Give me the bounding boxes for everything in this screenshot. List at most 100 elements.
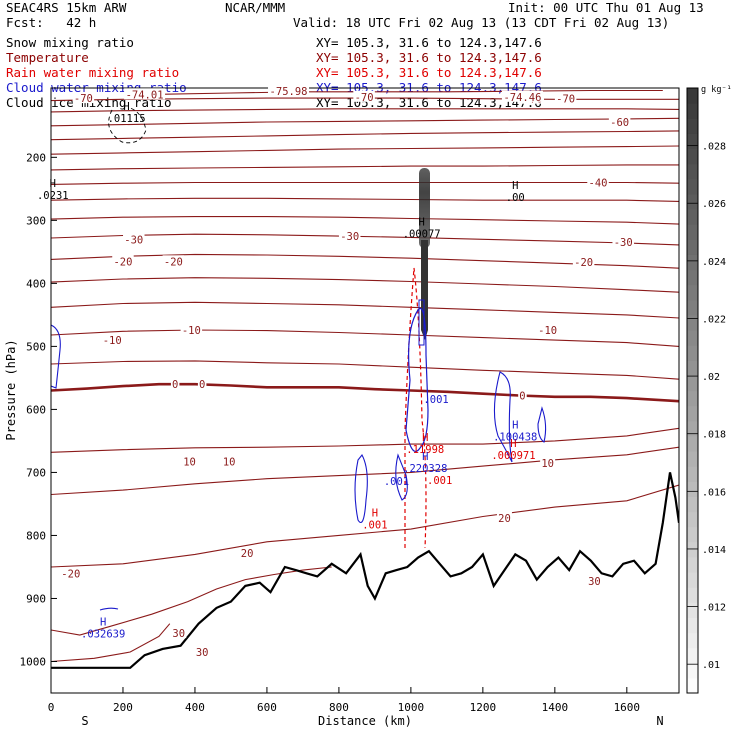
colorbar-band — [687, 193, 698, 210]
colorbar-band — [687, 572, 698, 588]
isotherm-label: -70 — [74, 93, 93, 105]
colorbar-tick-label: .024 — [702, 257, 726, 268]
x-tick-label: 600 — [257, 701, 277, 714]
isotherm-label: -74.01 — [126, 89, 164, 101]
extremum-marker: H — [512, 180, 518, 192]
isotherm-line — [51, 277, 679, 293]
colorbar-band — [687, 88, 698, 104]
x-tick-label: 1000 — [398, 701, 425, 714]
colorbar-band — [687, 496, 698, 513]
isotherm-label: -10 — [103, 335, 122, 347]
isotherm-label: -20 — [113, 256, 132, 268]
colorbar-tick-label: .026 — [702, 199, 726, 210]
colorbar-tick-label: .016 — [702, 487, 726, 498]
xy-label-snow: XY= 105.3, 31.6 to 124.3,147.6 — [316, 35, 542, 50]
isotherm-label-bg — [112, 255, 134, 267]
colorbar-band — [687, 511, 698, 528]
colorbar-band — [687, 632, 698, 649]
colorbar-band — [687, 662, 698, 679]
x-tick-label: 0 — [48, 701, 55, 714]
colorbar-band — [687, 360, 698, 376]
colorbar-band — [687, 254, 698, 271]
isotherm-label: 0 — [199, 379, 205, 391]
colorbar-band — [687, 451, 698, 467]
colorbar-band — [687, 345, 698, 361]
isotherm-label-bg — [197, 378, 207, 390]
model-title: SEAC4RS 15km ARW — [6, 0, 127, 15]
isotherm-line — [51, 623, 171, 663]
extremum-value: .001 — [362, 520, 387, 532]
colorbar-band — [687, 481, 698, 497]
isotherm-label-bg — [180, 324, 203, 335]
y-tick-label: 400 — [26, 277, 46, 290]
y-tick-label: 900 — [26, 592, 46, 605]
isotherm-label-bg — [268, 85, 310, 97]
isotherm-label-bg — [101, 334, 123, 346]
isotherm-line — [51, 446, 679, 496]
isotherm-label: -75.98 — [270, 86, 308, 98]
isotherm-label-bg — [501, 90, 543, 102]
isotherm-label-bg — [496, 511, 512, 523]
x-tick-label: 400 — [185, 701, 205, 714]
extremum-marker: H — [422, 432, 428, 444]
isotherm-label: -30 — [124, 234, 143, 246]
field-label-snow: Snow mixing ratio — [6, 35, 134, 50]
isotherm-label-bg — [586, 574, 602, 586]
colorbar-band — [687, 133, 698, 150]
colorbar-tick-label: .01 — [702, 660, 720, 671]
extremum-value: .00 — [506, 192, 525, 204]
isotherm-label: -30 — [340, 231, 359, 243]
extremum-value: .100438 — [493, 431, 537, 443]
isotherm-label-bg — [572, 255, 595, 267]
isotherm-label-bg — [72, 92, 95, 104]
x-axis-label: Distance (km) — [318, 714, 412, 728]
y-tick-label: 300 — [26, 214, 46, 227]
x-tick-label: 800 — [329, 701, 349, 714]
isotherm-label: 30 — [196, 647, 209, 659]
isotherm-line — [51, 130, 679, 141]
colorbar-tick-label: .014 — [702, 545, 726, 556]
xy-label-temperature: XY= 105.3, 31.6 to 124.3,147.6 — [316, 50, 542, 65]
field-label-temperature: Temperature — [6, 50, 89, 65]
colorbar-band — [687, 677, 698, 694]
x-tick-label: 1400 — [542, 701, 569, 714]
colorbar-unit: g kg⁻¹ — [701, 85, 732, 95]
isotherm-label-bg — [162, 255, 185, 267]
extremum-value: .220328 — [403, 463, 447, 475]
colorbar-band — [687, 118, 698, 134]
colorbar-band — [687, 375, 698, 392]
isotherm-line — [51, 301, 679, 319]
isotherm-label-bg — [60, 567, 82, 579]
y-tick-label: 1000 — [20, 655, 47, 668]
colorbar-band — [687, 284, 698, 301]
isotherm-label: 10 — [223, 457, 236, 469]
isotherm-label-bg — [554, 92, 577, 104]
init-time: Init: 00 UTC Thu 01 Aug 13 — [508, 0, 704, 15]
x-tick-label: 1600 — [614, 701, 641, 714]
isotherm-line — [51, 329, 679, 347]
axes-layer: 0 200 400 600 800 1000 1200 1400 160020030040050… — [20, 151, 641, 714]
y-tick-label: 800 — [26, 529, 46, 542]
colorbar-band — [687, 314, 698, 331]
isotherm-line — [51, 484, 679, 568]
extremum-marker: H — [50, 178, 56, 190]
isotherm-label: 20 — [498, 513, 511, 525]
colorbar-band — [687, 647, 698, 664]
y-tick-label: 200 — [26, 151, 46, 164]
extremum-value: .0231 — [37, 190, 69, 202]
colorbar-band — [687, 466, 698, 482]
isotherm-label: -10 — [182, 325, 201, 337]
x-end-label-north: N — [656, 714, 663, 728]
extremum-marker: H — [512, 419, 518, 431]
isotherm-layer — [51, 89, 679, 663]
colorbar-band — [687, 617, 698, 634]
colorbar-band — [687, 163, 698, 180]
isotherm-label: 10 — [541, 458, 554, 470]
cloud-water-contour-east2 — [537, 406, 547, 443]
isotherm-label-bg — [536, 324, 559, 335]
field-label-rain: Rain water mixing ratio — [6, 65, 180, 80]
colorbar-band — [687, 420, 698, 437]
contour-value-label: .001 — [423, 394, 448, 406]
valid-time: Valid: 18 UTC Fri 02 Aug 13 (13 CDT Fri … — [293, 15, 670, 30]
